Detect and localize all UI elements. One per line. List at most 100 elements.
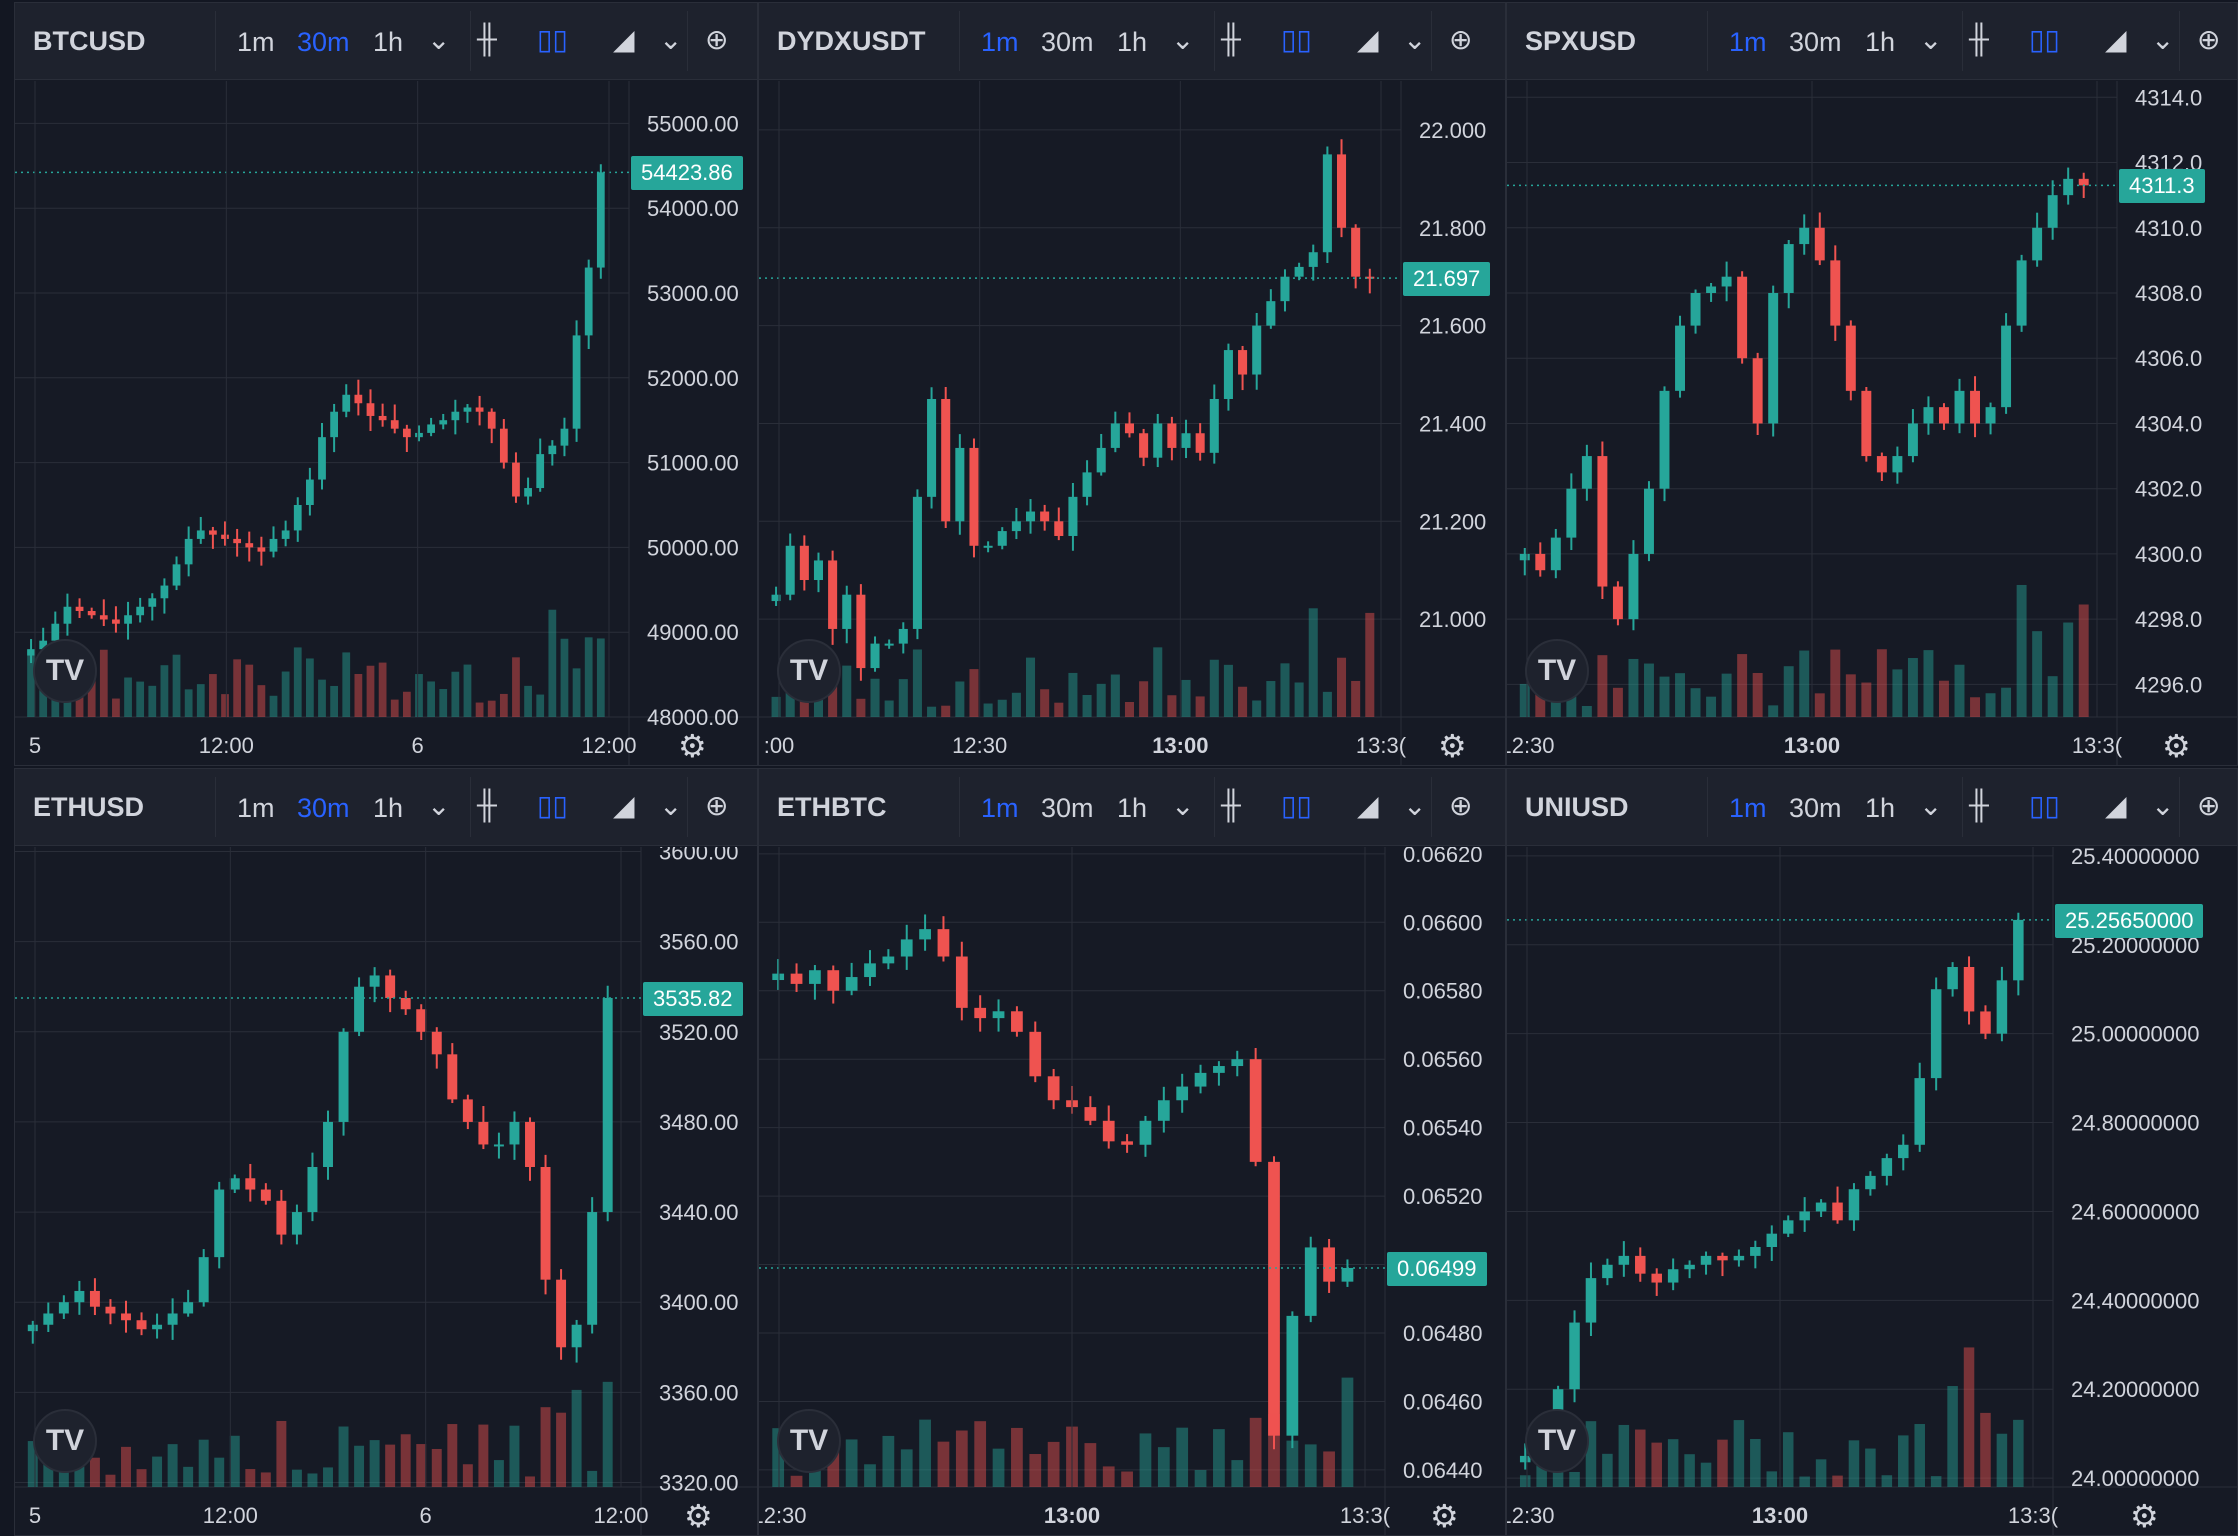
chevron-down-icon[interactable]: ⌄ [659,24,683,55]
timeframe-1m[interactable]: 1m [981,793,1019,823]
candle [136,1312,147,1336]
chevron-down-icon[interactable]: ⌄ [1919,790,1943,821]
symbol-label[interactable]: DYDXUSDT [777,25,926,56]
volume-bar [390,699,399,717]
chart-canvas[interactable]: 4314.04312.04310.04308.04306.04304.04302… [1507,81,2238,766]
timeframe-1h[interactable]: 1h [373,793,404,823]
add-compare-icon[interactable]: ⊕ [1449,790,1473,821]
tradingview-logo[interactable]: TV [1525,1409,1589,1473]
candle [1308,244,1318,281]
tradingview-logo[interactable]: TV [777,639,841,703]
area-style-icon[interactable]: ◢ [1357,790,1379,821]
add-compare-icon[interactable]: ⊕ [705,790,729,821]
timeframe-1m[interactable]: 1m [1729,27,1767,57]
chart-panel-dydxusdt[interactable]: DYDXUSDT 1m 30m 1h ⌄ ╫ ▯▯ ◢ ⌄ ⊕ 22.000 21.800 21.600… [758,2,1506,766]
symbol-label[interactable]: ETHBTC [777,791,887,822]
volume-bar [27,649,35,717]
chart-canvas[interactable]: 0.06620 0.06600 0.06580 0.06560 0.06540 0.065… [759,847,1506,1536]
chevron-down-icon[interactable]: ⌄ [1403,790,1427,821]
tradingview-logo[interactable]: TV [33,639,97,703]
gear-icon[interactable]: ⚙ [1438,728,1467,764]
y-tick-label: 52000.00 [647,366,739,391]
add-compare-icon[interactable]: ⊕ [1449,24,1473,55]
chart-panel-spxusd[interactable]: SPXUSD 1m 30m 1h ⌄ ╫ ▯▯ ◢ ⌄ ⊕ 4314.0 4312.0 4310.0 43… [1506,2,2238,766]
candle-style-icon[interactable]: ▯▯ [537,790,568,821]
chart-canvas[interactable]: 25.4000000025.2000000025.0000000024.8000… [1507,847,2238,1536]
gear-icon[interactable]: ⚙ [678,728,707,764]
bar-style-icon[interactable]: ╫ [477,789,497,820]
candle [260,1183,271,1205]
y-tick-label: 0.06460 [1403,1389,1483,1414]
timeframe-30m[interactable]: 30m [1789,27,1842,57]
timeframe-1h[interactable]: 1h [1117,27,1148,57]
area-style-icon[interactable]: ◢ [613,24,635,55]
chart-canvas[interactable]: 55000.00 54000.00 53000.00 52000.00 51000.00… [15,81,758,766]
timeframe-1h[interactable]: 1h [1865,27,1896,57]
timeframe-1m[interactable]: 1m [1729,793,1767,823]
chart-panel-ethusd[interactable]: ETHUSD 1m 30m 1h ⌄ ╫ ▯▯ ◢ ⌄ ⊕ 3600.00 3560.00 3520.0… [14,768,758,1536]
symbol-label[interactable]: UNIUSD [1525,791,1629,822]
bar-style-icon[interactable]: ╫ [1221,789,1241,820]
timeframe-1h[interactable]: 1h [1117,793,1148,823]
candle-style-icon[interactable]: ▯▯ [2029,24,2060,55]
volume-bar [1223,664,1233,717]
timeframe-1m[interactable]: 1m [237,27,275,57]
chevron-down-icon[interactable]: ⌄ [427,790,451,821]
candle-style-icon[interactable]: ▯▯ [537,24,568,55]
chevron-down-icon[interactable]: ⌄ [427,24,451,55]
timeframe-30m[interactable]: 30m [1041,793,1094,823]
volume-bar [1892,669,1903,717]
chart-canvas[interactable]: 3600.00 3560.00 3520.00 3480.00 3440.00 3400.… [15,847,758,1536]
timeframe-30m[interactable]: 30m [1789,793,1842,823]
y-tick-label: 3440.00 [659,1200,739,1225]
candle-style-icon[interactable]: ▯▯ [2029,790,2060,821]
volume-bar [772,1428,785,1487]
candle [27,1320,38,1344]
gear-icon[interactable]: ⚙ [1430,1498,1459,1534]
chart-panel-ethbtc[interactable]: ETHBTC 1m 30m 1h ⌄ ╫ ▯▯ ◢ ⌄ ⊕ 0.06620 0.06600 0.0658… [758,768,1506,1536]
add-compare-icon[interactable]: ⊕ [2197,790,2221,821]
symbol-label[interactable]: BTCUSD [33,25,146,56]
candle-style-icon[interactable]: ▯▯ [1281,24,1312,55]
gear-icon[interactable]: ⚙ [2162,728,2191,764]
bar-style-icon[interactable]: ╫ [477,23,497,54]
candle [160,578,169,614]
chart-panel-btcusd[interactable]: BTCUSD 1m 30m 1h ⌄ ╫ ▯▯ ◢ ⌄ ⊕ 55000.00 54000.00 5300… [14,2,758,766]
chevron-down-icon[interactable]: ⌄ [659,790,683,821]
candle [369,967,380,1003]
chevron-down-icon[interactable]: ⌄ [1171,790,1195,821]
bar-style-icon[interactable]: ╫ [1969,23,1989,54]
y-tick-label: 22.000 [1419,118,1486,143]
bar-style-icon[interactable]: ╫ [1221,23,1241,54]
chevron-down-icon[interactable]: ⌄ [1171,24,1195,55]
timeframe-30m[interactable]: 30m [1041,27,1094,57]
timeframe-1m[interactable]: 1m [237,793,275,823]
chevron-down-icon[interactable]: ⌄ [1919,24,1943,55]
area-style-icon[interactable]: ◢ [1357,24,1379,55]
chart-panel-uniusd[interactable]: UNIUSD 1m 30m 1h ⌄ ╫ ▯▯ ◢ ⌄ ⊕ 25.40000000 25.200000… [1506,768,2238,1536]
add-compare-icon[interactable]: ⊕ [2197,24,2221,55]
tradingview-logo[interactable]: TV [33,1409,97,1473]
chart-canvas[interactable]: 22.000 21.800 21.600 21.400 21.200 21.000:00 1… [759,81,1506,766]
chevron-down-icon[interactable]: ⌄ [2151,790,2175,821]
area-style-icon[interactable]: ◢ [2105,24,2127,55]
add-compare-icon[interactable]: ⊕ [705,24,729,55]
gear-icon[interactable]: ⚙ [684,1498,713,1534]
timeframe-1m[interactable]: 1m [981,27,1019,57]
tradingview-logo[interactable]: TV [1525,639,1589,703]
tradingview-logo[interactable]: TV [777,1409,841,1473]
gear-icon[interactable]: ⚙ [2130,1498,2159,1534]
candle-style-icon[interactable]: ▯▯ [1281,790,1312,821]
timeframe-30m[interactable]: 30m [297,793,350,823]
area-style-icon[interactable]: ◢ [613,790,635,821]
chevron-down-icon[interactable]: ⌄ [1403,24,1427,55]
bar-style-icon[interactable]: ╫ [1969,789,1989,820]
symbol-label[interactable]: SPXUSD [1525,25,1637,56]
timeframe-30m[interactable]: 30m [297,27,350,57]
timeframe-1h[interactable]: 1h [1865,793,1896,823]
symbol-label[interactable]: ETHUSD [33,791,145,822]
volume-bar [1848,1440,1860,1487]
chevron-down-icon[interactable]: ⌄ [2151,24,2175,55]
area-style-icon[interactable]: ◢ [2105,790,2127,821]
timeframe-1h[interactable]: 1h [373,27,404,57]
